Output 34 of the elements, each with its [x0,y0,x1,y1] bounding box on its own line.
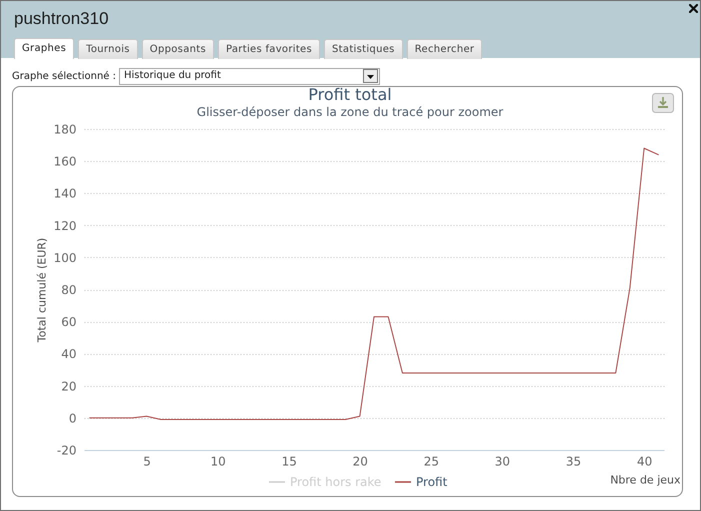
tab: Rechercher [406,39,482,59]
tab: Tournois [78,39,138,59]
x-axis-title: Nbre de jeux [610,474,681,486]
tab: Opposants [142,39,214,59]
y-tick-label: 0 [68,411,76,426]
y-tick-label: 40 [61,347,76,362]
x-tick-label: 10 [210,454,226,468]
chart-subtitle: Glisser-déposer dans la zone du tracé pour zoomer [196,105,504,119]
x-tick-label: 25 [424,454,440,468]
tab: Graphes [14,38,74,59]
y-tick-label: 160 [54,154,76,169]
y-tick-label: 20 [61,379,76,394]
text: pushtron310 [14,9,109,29]
y-tick-label: 140 [54,186,76,201]
x-tick-label: 5 [143,454,151,468]
y-tick-label: 80 [61,283,76,297]
x-tick-label: 30 [494,454,510,468]
legend-label: Profit [416,475,448,489]
text: Graphe sélectionné : [12,71,116,82]
y-tick-label: 60 [61,315,76,330]
dropdown-field: Historique du profit [119,68,380,85]
x-tick-label: 15 [282,454,297,468]
y-tick-label: 100 [54,250,76,265]
y-tick-label: -20 [56,444,76,458]
y-tick-label: 180 [54,122,76,136]
tab: Parties favorites [218,39,320,59]
y-axis-title: Total cumulé (EUR) [36,238,48,344]
x-tick-label: 20 [352,454,368,468]
chart-title: Profit total [308,85,392,104]
y-tick-label: 120 [54,218,76,233]
x-tick-label: 35 [566,454,582,468]
line-series [89,148,659,420]
x-tick-label: 40 [636,454,652,468]
tab: Statistiques [324,39,403,59]
